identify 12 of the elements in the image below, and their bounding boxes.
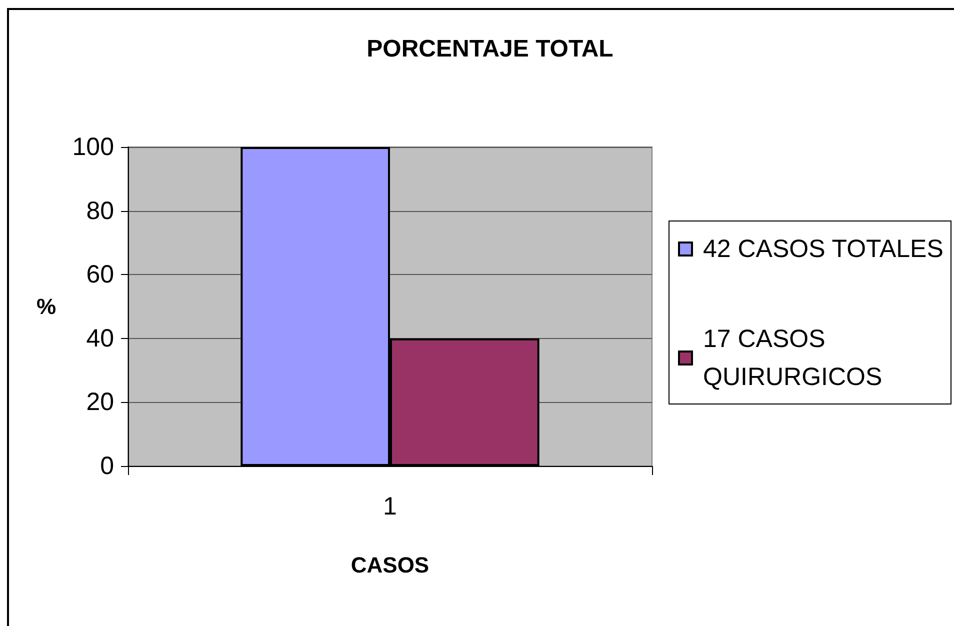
- y-axis-title: %: [36, 294, 56, 319]
- y-tick-label: 40: [86, 324, 114, 352]
- y-tick-label: 60: [86, 260, 114, 289]
- y-tick-label: 100: [72, 133, 114, 161]
- legend-label: 17 CASOS QUIRURGICOS: [703, 325, 882, 391]
- x-tick-label: 1: [383, 492, 397, 520]
- y-tick-label: 20: [86, 388, 114, 416]
- y-tick-label: 0: [100, 452, 114, 480]
- chart-title: PORCENTAJE TOTAL: [366, 36, 614, 62]
- legend-label: 42 CASOS TOTALES: [703, 235, 944, 263]
- x-axis-title: CASOS: [350, 552, 430, 578]
- y-tick-label: 80: [86, 196, 114, 225]
